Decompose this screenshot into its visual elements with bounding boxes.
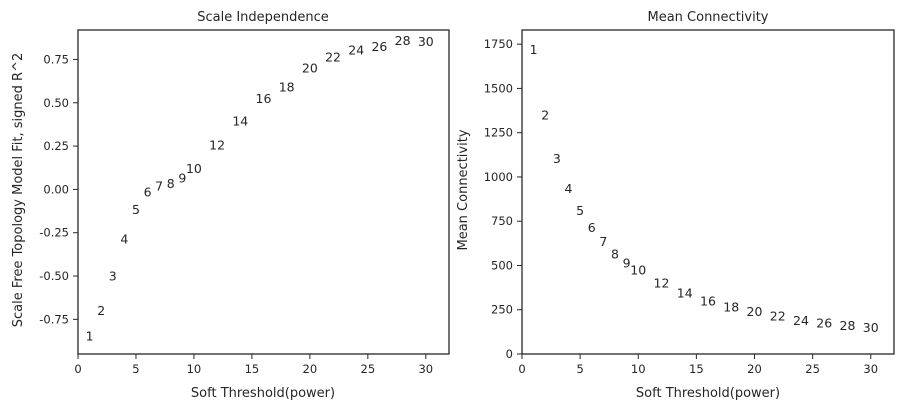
mean-connectivity-point-18: 18 [723, 300, 739, 315]
scale-independence-ytick-label: 0.50 [43, 96, 69, 110]
mean-connectivity-xtick-label: 20 [747, 362, 762, 376]
mean-connectivity-xlabel: Soft Threshold(power) [636, 386, 780, 401]
mean-connectivity-point-3: 3 [553, 151, 561, 166]
scale-independence-point-8: 8 [167, 176, 175, 191]
mean-connectivity-ytick-label: 750 [491, 214, 513, 228]
mean-connectivity-ytick-label: 1000 [484, 170, 513, 184]
scale-independence-xtick-label: 10 [187, 362, 202, 376]
scale-independence-axes-frame [77, 29, 450, 355]
scale-independence-point-6: 6 [144, 185, 152, 200]
scale-independence-xtick-label: 5 [132, 362, 139, 376]
mean-connectivity-point-9: 9 [623, 255, 631, 270]
scale-independence-ytick-label: -0.75 [39, 312, 69, 326]
scale-independence-xtick-label: 0 [74, 362, 81, 376]
mean-connectivity-ytick-label: 1250 [484, 126, 513, 140]
mean-connectivity-xtick-label: 30 [863, 362, 878, 376]
mean-connectivity-point-28: 28 [840, 318, 856, 333]
scale-independence-point-7: 7 [155, 178, 163, 193]
mean-connectivity-ytick-label: 1750 [484, 37, 513, 51]
mean-connectivity-point-8: 8 [611, 246, 619, 261]
scale-independence-point-18: 18 [279, 80, 295, 95]
mean-connectivity-xtick-label: 15 [689, 362, 704, 376]
mean-connectivity-ytick-label: 1500 [484, 81, 513, 95]
mean-connectivity-point-14: 14 [677, 285, 693, 300]
mean-connectivity-ytick-label: 500 [491, 258, 513, 272]
mean-connectivity-point-26: 26 [816, 316, 832, 331]
mean-connectivity-ylabel: Mean Connectivity [456, 129, 471, 250]
mean-connectivity-point-24: 24 [793, 313, 809, 328]
mean-connectivity-point-7: 7 [599, 234, 607, 249]
mean-connectivity-point-20: 20 [747, 304, 763, 319]
scale-independence-point-5: 5 [132, 202, 140, 217]
scale-independence-point-12: 12 [209, 138, 225, 153]
scale-independence-xlabel: Soft Threshold(power) [191, 386, 335, 401]
scale-independence-point-24: 24 [348, 42, 364, 57]
scale-independence-ytick-label: 0.75 [43, 52, 69, 66]
scale-independence-ytick-label: -0.25 [39, 226, 69, 240]
mean-connectivity-panel: Mean Connectivity Soft Threshold(power) … [456, 10, 895, 401]
scale-independence-ytick-label: 0.00 [43, 182, 69, 196]
mean-connectivity-ytick-label: 0 [506, 347, 513, 361]
mean-connectivity-title: Mean Connectivity [647, 10, 768, 25]
scale-independence-point-3: 3 [109, 269, 117, 284]
mean-connectivity-xtick-label: 5 [576, 362, 583, 376]
scale-independence-point-9: 9 [178, 171, 186, 186]
scale-independence-point-30: 30 [418, 34, 434, 49]
scale-independence-xtick-label: 15 [245, 362, 260, 376]
scale-independence-xtick-label: 25 [361, 362, 376, 376]
scale-independence-point-16: 16 [256, 91, 272, 106]
mean-connectivity-point-16: 16 [700, 293, 716, 308]
mean-connectivity-point-5: 5 [576, 203, 584, 218]
mean-connectivity-xtick-label: 25 [805, 362, 820, 376]
scale-independence-ytick-label: -0.50 [39, 269, 69, 283]
mean-connectivity-point-12: 12 [654, 276, 670, 291]
scale-independence-ytick-label: 0.25 [43, 139, 69, 153]
mean-connectivity-point-1: 1 [530, 42, 538, 57]
scale-independence-ylabel: Scale Free Topology Model Fit, signed R^… [11, 53, 26, 328]
scale-independence-point-10: 10 [186, 161, 202, 176]
scale-independence-point-1: 1 [86, 328, 94, 343]
mean-connectivity-point-6: 6 [588, 220, 596, 235]
mean-connectivity-point-22: 22 [770, 308, 786, 323]
scale-independence-xtick-label: 20 [303, 362, 318, 376]
scale-independence-point-22: 22 [325, 49, 341, 64]
mean-connectivity-ytick-label: 250 [491, 303, 513, 317]
scale-independence-xtick-label: 30 [418, 362, 433, 376]
scale-independence-point-4: 4 [120, 231, 128, 246]
mean-connectivity-xtick-label: 0 [518, 362, 525, 376]
scale-independence-point-2: 2 [97, 303, 105, 318]
mean-connectivity-point-30: 30 [863, 320, 879, 335]
scale-independence-point-14: 14 [232, 113, 248, 128]
scale-independence-point-28: 28 [395, 33, 411, 48]
mean-connectivity-xtick-label: 10 [631, 362, 646, 376]
scale-independence-point-20: 20 [302, 61, 318, 76]
mean-connectivity-point-2: 2 [541, 107, 549, 122]
scale-independence-point-26: 26 [371, 39, 387, 54]
mean-connectivity-point-10: 10 [630, 262, 646, 277]
mean-connectivity-axes-frame [521, 29, 895, 355]
scale-independence-title: Scale Independence [197, 10, 329, 25]
mean-connectivity-point-4: 4 [565, 181, 573, 196]
scale-independence-panel: Scale Independence Soft Threshold(power)… [11, 10, 450, 401]
